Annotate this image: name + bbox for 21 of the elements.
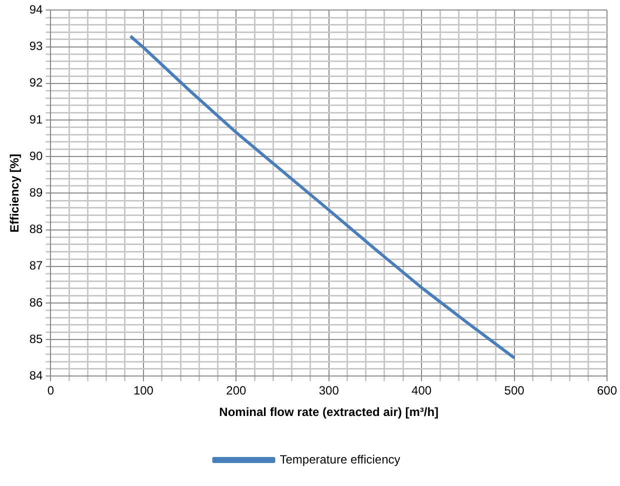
x-axis-title: Nominal flow rate (extracted air) [m³/h] [219,405,439,420]
y-tick-label: 92 [29,76,44,90]
y-tick-label: 91 [29,112,44,126]
y-tick-label: 87 [29,258,44,273]
x-tick-label: 0 [47,384,54,398]
y-axis-title: Efficiency [%] [8,154,22,233]
x-tick-label: 100 [133,384,154,398]
legend-label: Temperature efficiency [280,452,400,466]
y-tick-label: 94 [29,2,44,17]
x-tick-label: 500 [504,384,525,398]
y-tick-label: 90 [29,148,44,163]
x-tick-label: 400 [412,384,432,398]
y-tick-label: 86 [29,295,44,310]
y-tick-label: 88 [29,222,44,236]
y-tick-label: 93 [29,39,44,54]
y-tick-label: 84 [29,368,44,383]
x-tick-label: 600 [596,384,618,398]
y-tick-label: 85 [29,332,44,346]
y-tick-label: 89 [29,186,44,200]
x-tick-label: 200 [226,384,246,398]
x-tick-label: 300 [318,384,340,398]
